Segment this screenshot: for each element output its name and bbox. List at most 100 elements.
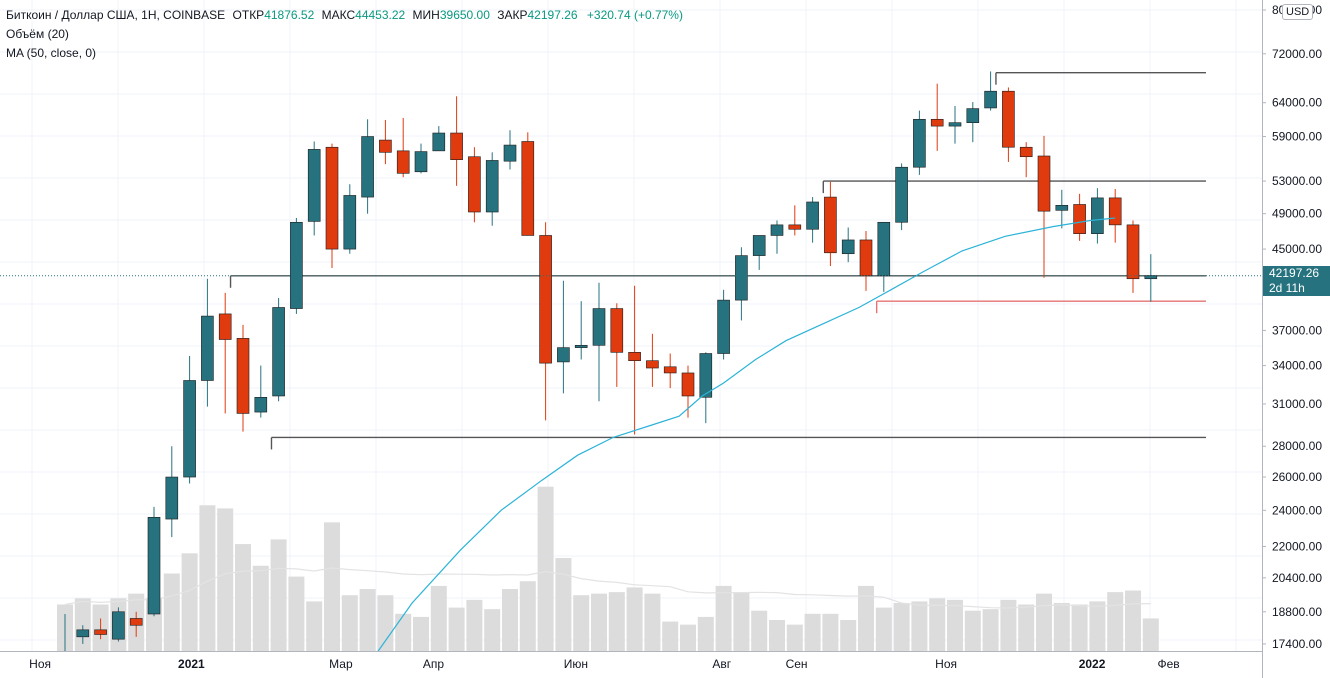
price-tick-label: 49000.00 [1272,207,1322,221]
candle-body[interactable] [1126,224,1140,280]
time-tick-label: Авг [712,657,731,671]
candle-body[interactable] [984,90,997,109]
ma-indicator-label[interactable]: MA (50, close, 0) [6,46,97,60]
candle-body[interactable] [379,139,392,153]
candle-body[interactable] [770,224,784,236]
candle-body[interactable] [307,149,321,222]
candle-body[interactable] [699,353,713,398]
candle-body[interactable] [361,136,374,198]
volume-bar [377,595,394,651]
price-axis-bg [1262,0,1330,678]
candle-body[interactable] [503,144,517,162]
volume-bar [591,593,607,651]
volume-bar [911,601,928,651]
candle-body[interactable] [1002,90,1015,148]
candle-body[interactable] [557,347,570,363]
volume-bar [341,595,358,651]
candle-body[interactable] [610,308,624,353]
candle-body[interactable] [1019,146,1033,158]
candle-body[interactable] [147,516,161,615]
candle-body[interactable] [1144,275,1158,280]
price-tick-label: 45000.00 [1272,242,1322,256]
candle-body[interactable] [325,146,339,250]
volume-bar [644,593,661,651]
open-value: 41876.52 [264,8,315,22]
volume-bar [733,592,750,651]
candle-body[interactable] [112,611,125,640]
price-tick-label: 22000.00 [1272,539,1322,553]
candle-body[interactable] [824,196,837,254]
candle-body[interactable] [254,397,268,413]
candle-body[interactable] [574,344,588,348]
candle-body[interactable] [94,629,107,635]
candle-body[interactable] [396,150,410,174]
volume-bar [324,522,340,651]
candle-body[interactable] [468,156,481,213]
candle-body[interactable] [895,166,908,223]
candle-body[interactable] [290,221,303,309]
candle-body[interactable] [414,151,428,173]
candle-body[interactable] [343,195,357,250]
candle-body[interactable] [521,141,535,236]
candle-body[interactable] [485,160,499,213]
volume-bar [235,544,251,651]
price-tick-label: 26000.00 [1272,470,1322,484]
candle-body[interactable] [628,352,641,362]
volume-indicator-label[interactable]: Объём (20) [6,27,69,41]
candle-body[interactable] [432,132,446,152]
candle-body[interactable] [930,118,944,127]
candle-body[interactable] [966,108,980,123]
candle-body[interactable] [663,366,677,374]
candle-body[interactable] [646,360,659,369]
current-price-tag: 42197.26 2d 11h [1263,265,1330,296]
candle-body[interactable] [735,255,748,301]
candles [58,71,1158,678]
candle-body[interactable] [272,307,285,397]
price-axis[interactable]: 80000.0072000.0064000.0059000.0053000.00… [1262,0,1330,678]
symbol-title[interactable]: Биткоин / Доллар США, 1Н, COINBASE [6,8,226,22]
candle-body[interactable] [592,308,606,346]
candle-body[interactable] [201,315,214,381]
candle-body[interactable] [183,380,196,478]
candle-body[interactable] [681,372,695,397]
candle-countdown: 2d 11h [1269,280,1305,295]
volume-bar [858,585,874,651]
candle-body[interactable] [450,132,463,160]
candle-body[interactable] [1108,197,1122,226]
candle-body[interactable] [1037,155,1051,212]
candle-body[interactable] [788,224,802,230]
candle-body[interactable] [76,629,90,638]
volume-bar [1142,618,1159,651]
currency-button[interactable]: USD [1282,4,1314,20]
candle-body[interactable] [1055,205,1069,211]
volume-bar [680,624,696,651]
candle-body[interactable] [165,476,179,520]
candle-body[interactable] [841,239,855,255]
candle-body[interactable] [1091,197,1104,234]
candle-body[interactable] [913,118,926,168]
candle-body[interactable] [717,299,730,354]
volume-bar [502,589,518,651]
time-tick-label: Мар [329,657,353,671]
candle-body[interactable] [1073,204,1086,234]
volume-bar [697,616,714,651]
candle-body[interactable] [948,122,962,127]
low-label: МИН [412,8,440,22]
time-tick-label: Сен [786,657,808,671]
candle-body[interactable] [539,235,552,364]
candle-body[interactable] [236,338,250,414]
volume-bar [875,607,892,651]
volume-bar [964,610,981,651]
candle-body[interactable] [806,201,819,230]
candle-body[interactable] [752,235,766,256]
current-price-value: 42197.26 [1269,265,1320,280]
candle-body[interactable] [877,221,891,277]
level-lines [229,71,1206,450]
price-tick-label: 18800.00 [1272,605,1322,619]
candle-body[interactable] [859,239,873,277]
candle-body[interactable] [218,313,232,340]
volume-bar [822,613,839,651]
candle-body[interactable] [129,618,143,626]
time-axis[interactable]: Ноя 2021 Мар Апр Июн Авг Сен Ноя 2022 Фев [0,651,1262,678]
